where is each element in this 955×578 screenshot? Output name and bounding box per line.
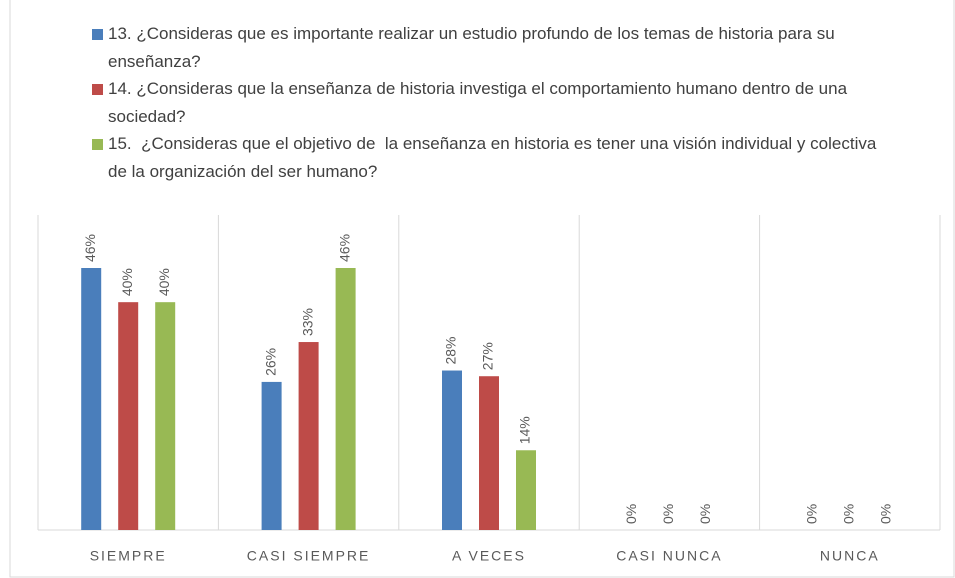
bar (335, 268, 356, 530)
data-label: 0% (804, 504, 820, 524)
legend-swatch (92, 29, 103, 40)
x-tick-label: NUNCA (820, 548, 880, 564)
legend-label: 15. ¿Consideras que el objetivo de la en… (108, 134, 882, 181)
data-label: 0% (660, 504, 676, 524)
data-label: 33% (299, 308, 315, 336)
bar (118, 302, 139, 530)
bar (298, 342, 319, 530)
legend-label: 14. ¿Consideras que la enseñanza de hist… (108, 79, 852, 126)
bar (516, 450, 536, 530)
legend: 13. ¿Consideras que es importante realiz… (90, 20, 890, 185)
data-label: 46% (336, 234, 352, 262)
data-label: 0% (878, 504, 894, 524)
x-tick-label: CASI NUNCA (616, 548, 722, 564)
frame (9, 0, 955, 578)
data-label: 14% (517, 416, 533, 444)
data-label: 27% (480, 342, 496, 370)
data-label: 40% (119, 268, 135, 296)
data-label: 0% (841, 504, 857, 524)
legend-swatch (92, 84, 103, 95)
data-label: 0% (697, 504, 713, 524)
bar (261, 381, 282, 530)
bar (155, 302, 176, 530)
bar (81, 268, 102, 530)
data-label: 46% (82, 234, 98, 262)
legend-label: 13. ¿Consideras que es importante realiz… (108, 24, 840, 71)
legend-item: 13. ¿Consideras que es importante realiz… (90, 20, 890, 75)
x-tick-label: A VECES (452, 548, 526, 564)
bar (479, 376, 499, 530)
legend-item: 14. ¿Consideras que la enseñanza de hist… (90, 75, 890, 130)
data-label: 0% (623, 504, 639, 524)
data-label: 26% (262, 348, 278, 376)
bar (442, 370, 462, 530)
x-tick-label: SIEMPRE (90, 548, 167, 564)
legend-item: 15. ¿Consideras que el objetivo de la en… (90, 130, 890, 185)
x-tick-label: CASI SIEMPRE (247, 548, 371, 564)
data-label: 28% (443, 336, 459, 364)
legend-swatch (92, 139, 103, 150)
data-label: 40% (156, 268, 172, 296)
